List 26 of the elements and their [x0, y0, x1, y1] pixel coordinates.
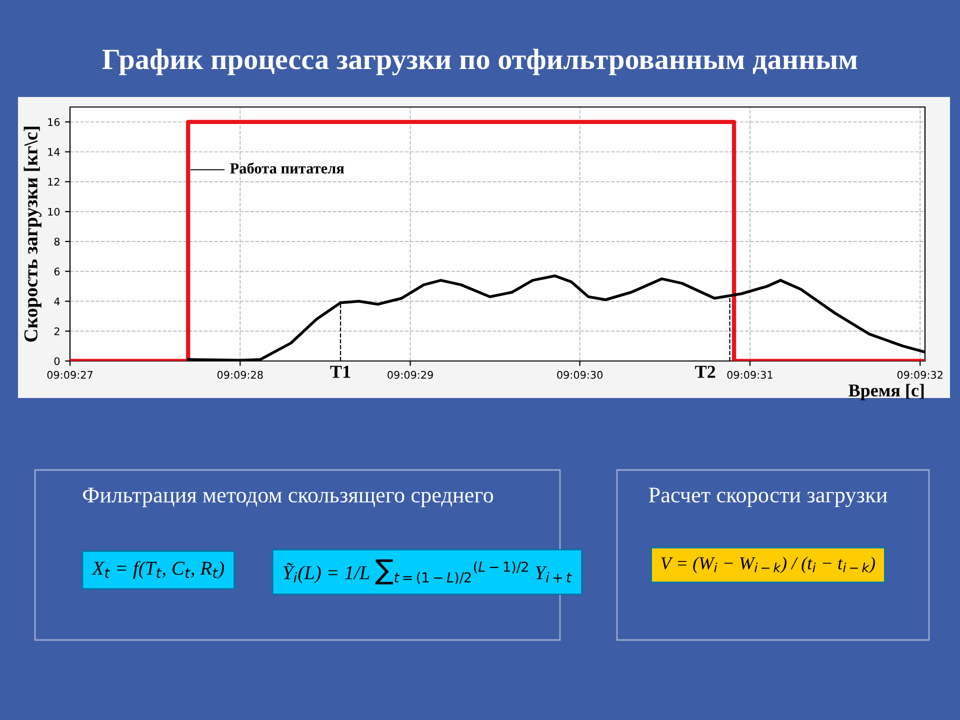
x-tick-label: 09:09:28 — [217, 370, 263, 379]
x-tick-label: 09:09:30 — [557, 370, 603, 379]
y-tick-label: 8 — [54, 238, 60, 246]
text: Фильтрация методом скользящего среднего — [82, 488, 494, 508]
y-tick-label: 14 — [48, 148, 60, 156]
y-axis-title: Скорость загрузки [кг\с] — [24, 126, 42, 342]
y-tick-label: 10 — [48, 208, 60, 216]
annotation: Работа питателя — [230, 162, 344, 174]
x-tick-label: 09:09:27 — [47, 370, 92, 379]
x-tick-label: 09:09:32 — [897, 370, 942, 379]
x-axis-title: Время [с] — [848, 384, 924, 400]
x-tick-label: 09:09:29 — [388, 370, 433, 379]
chart-title: График процесса загрузки по отфильтрованным данным — [102, 48, 858, 76]
text: X$_{t}$ = f(T$_{t}$, C$_{t}$, R$_{t}$) — [92, 560, 224, 579]
ref-line-label: T1 — [330, 366, 350, 378]
y-tick-label: 0 — [54, 357, 60, 366]
y-tick-label: 16 — [48, 118, 60, 126]
text: V = (W$_{i}$ − W$_{i−k}$) / (t$_{i}$ − t$_{i−k}$) — [661, 556, 875, 574]
y-tick-label: 12 — [48, 178, 60, 186]
text: Ỹ$_{i}$(L) = 1/L ∑$_{t=(1−L)/2}$$^{(L−1)/2}$ Y$_{i+t}$ — [283, 559, 572, 584]
y-tick-label: 4 — [54, 298, 60, 306]
x-tick-label: 09:09:31 — [727, 370, 772, 379]
y-tick-label: 6 — [54, 268, 60, 276]
text: Расчет скорости загрузки — [648, 488, 888, 508]
y-tick-label: 2 — [54, 327, 60, 336]
ref-line-label: T2 — [695, 366, 716, 378]
